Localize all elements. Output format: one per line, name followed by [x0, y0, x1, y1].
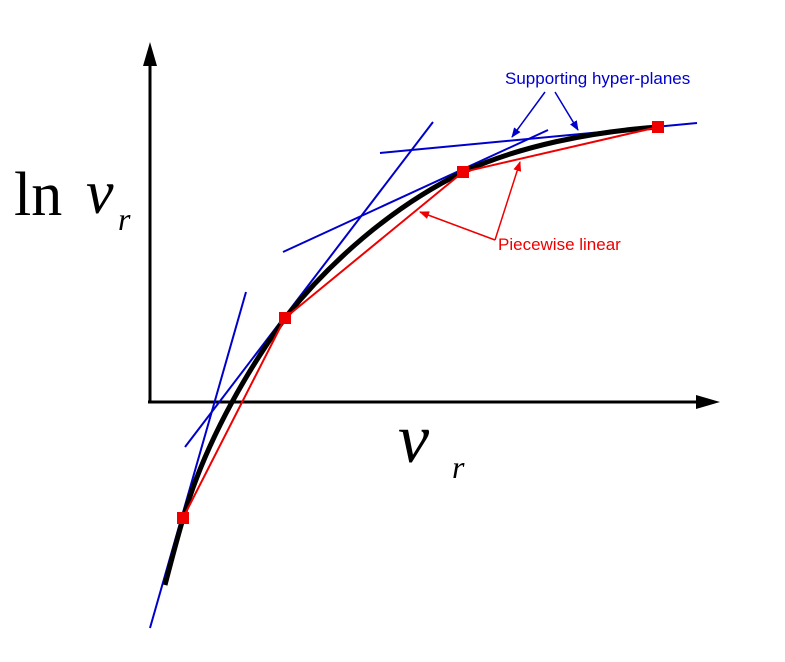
annotation-arrow [511, 91, 546, 138]
annotation-arrow [554, 91, 579, 131]
x-label-subscript: r [452, 449, 465, 485]
breakpoint [457, 166, 469, 178]
breakpoint [177, 512, 189, 524]
y-label-symbol: ν [86, 159, 114, 227]
annotation: Piecewise linear [498, 235, 621, 254]
tangent-lines [149, 121, 698, 629]
tangent [282, 129, 549, 253]
breakpoint [279, 312, 291, 324]
piecewise-line [182, 126, 659, 519]
annotation-arrow [419, 211, 496, 241]
curve [162, 124, 659, 586]
x-label-symbol: ν [398, 401, 430, 478]
y-label-subscript: r [118, 201, 131, 237]
y-arrow [143, 42, 157, 66]
annotation: Supporting hyper-planes [505, 69, 690, 88]
axes [143, 42, 720, 409]
annotation-arrow [494, 161, 522, 241]
breakpoint [652, 121, 664, 133]
tangent [184, 121, 434, 448]
breakpoints [177, 121, 664, 524]
x-arrow [696, 395, 720, 409]
y-label-prefix: ln [14, 161, 62, 229]
